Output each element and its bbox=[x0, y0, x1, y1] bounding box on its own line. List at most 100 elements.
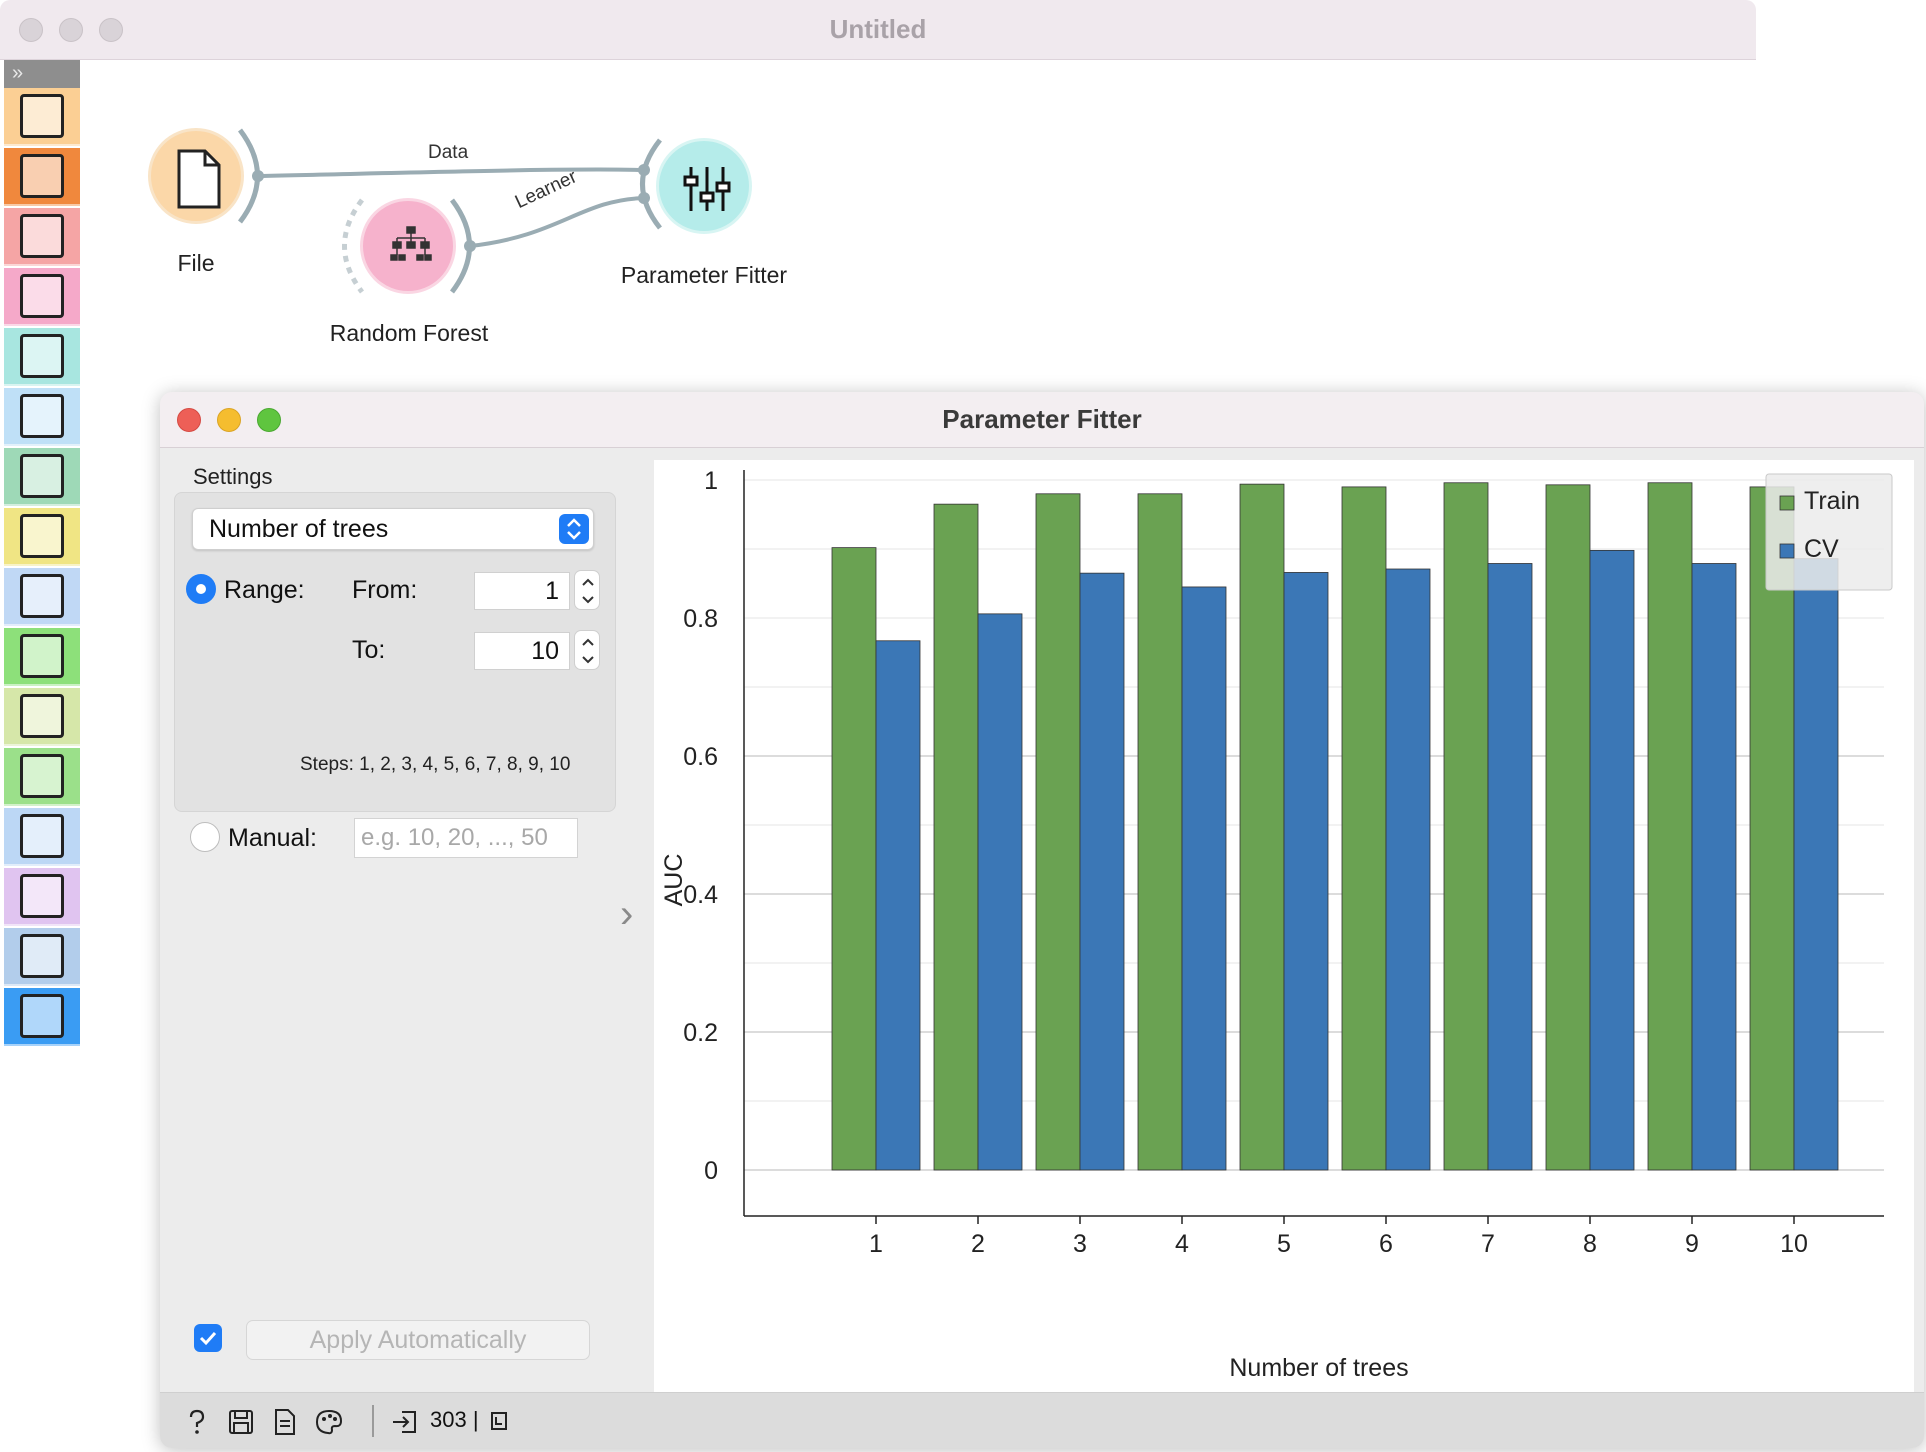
random-forest-node[interactable] bbox=[360, 198, 456, 294]
widget-close-button[interactable] bbox=[177, 408, 201, 432]
minimize-button[interactable] bbox=[59, 18, 83, 42]
blocks-icon bbox=[20, 694, 64, 738]
legend-swatch-cv bbox=[1779, 543, 1795, 559]
from-stepper[interactable] bbox=[574, 570, 600, 610]
toolbox-category-6[interactable] bbox=[4, 388, 80, 446]
x-tick-label: 5 bbox=[1277, 1230, 1291, 1258]
x-axis-label: Number of trees bbox=[1229, 1354, 1408, 1382]
widget-titlebar: Parameter Fitter bbox=[160, 392, 1924, 448]
bar-cv-7 bbox=[1487, 563, 1533, 1171]
text-icon bbox=[20, 934, 64, 978]
bar-cv-9 bbox=[1691, 563, 1737, 1171]
legend-label-train: Train bbox=[1804, 487, 1860, 515]
to-stepper[interactable] bbox=[574, 630, 600, 670]
x-tick-label: 6 bbox=[1379, 1230, 1393, 1258]
image-icon bbox=[20, 514, 64, 558]
random-forest-icon bbox=[390, 226, 432, 261]
bar-cv-6 bbox=[1385, 568, 1431, 1171]
auc-bar-chart: 0 0.2 0.4 0.6 0.8 1 1 2 3 4 5 6 7 8 9 10 Number of trees… bbox=[660, 467, 1893, 1382]
range-radio[interactable] bbox=[186, 574, 216, 604]
toolbox-category-3[interactable] bbox=[4, 208, 80, 266]
toolbox-category-15[interactable] bbox=[4, 928, 80, 986]
stepper-arrows-icon bbox=[582, 638, 594, 664]
close-button[interactable] bbox=[19, 18, 43, 42]
parameter-fitter-node[interactable] bbox=[656, 138, 752, 234]
main-titlebar: Untitled bbox=[0, 0, 1756, 60]
pf-input-arc bbox=[640, 138, 662, 230]
network-icon bbox=[20, 634, 64, 678]
palette-icon[interactable] bbox=[314, 1407, 344, 1437]
x-tick-label: 10 bbox=[1780, 1230, 1808, 1258]
toolbox-category-9[interactable] bbox=[4, 568, 80, 626]
toolbox-category-5[interactable] bbox=[4, 328, 80, 386]
input-icon bbox=[393, 1411, 416, 1433]
save-icon[interactable] bbox=[226, 1407, 256, 1437]
people-icon bbox=[20, 874, 64, 918]
manual-radio[interactable] bbox=[190, 822, 220, 852]
y-tick-label: 0.6 bbox=[683, 743, 718, 771]
report-icon[interactable] bbox=[270, 1407, 300, 1437]
toolbox-category-14[interactable] bbox=[4, 868, 80, 926]
manual-label: Manual: bbox=[228, 824, 317, 852]
settings-heading: Settings bbox=[193, 464, 273, 489]
rf-input-arc bbox=[342, 198, 364, 294]
toolbox-category-12[interactable] bbox=[4, 748, 80, 806]
status-data-count: 303 | bbox=[430, 1407, 479, 1432]
bar-cv-1 bbox=[875, 640, 921, 1171]
from-input[interactable]: 1 bbox=[474, 572, 570, 610]
toolbox-category-16[interactable] bbox=[4, 988, 80, 1046]
parameter-fitter-window: Parameter Fitter Settings Number of tree… bbox=[160, 392, 1924, 1448]
timeseries-icon bbox=[20, 994, 64, 1038]
y-tick-label: 0.8 bbox=[683, 605, 718, 633]
bar-cv-8 bbox=[1589, 549, 1635, 1171]
learner-link[interactable] bbox=[469, 196, 645, 248]
apply-automatically-checkbox[interactable] bbox=[194, 1324, 222, 1352]
legend-swatch-train bbox=[1779, 495, 1795, 511]
zoom-button[interactable] bbox=[99, 18, 123, 42]
y-tick-label: 0 bbox=[704, 1157, 718, 1185]
toolbox-category-2[interactable] bbox=[4, 148, 80, 206]
toolbox-category-1[interactable] bbox=[4, 88, 80, 146]
manual-input[interactable]: e.g. 10, 20, ..., 50 bbox=[354, 818, 578, 858]
x-tick-label: 8 bbox=[1583, 1230, 1597, 1258]
bar-cv-2 bbox=[977, 613, 1023, 1171]
range-label: Range: bbox=[224, 576, 305, 604]
toolbox-category-10[interactable] bbox=[4, 628, 80, 686]
widget-toolbox: » bbox=[4, 60, 80, 1060]
output-icon bbox=[491, 1412, 507, 1430]
widget-zoom-button[interactable] bbox=[257, 408, 281, 432]
widget-minimize-button[interactable] bbox=[217, 408, 241, 432]
toolbox-category-7[interactable] bbox=[4, 448, 80, 506]
x-tick-label: 7 bbox=[1481, 1230, 1495, 1258]
x-tick-label: 3 bbox=[1073, 1230, 1087, 1258]
to-input[interactable]: 10 bbox=[474, 632, 570, 670]
bar-train-10 bbox=[1749, 486, 1795, 1171]
legend-label-cv: CV bbox=[1804, 535, 1839, 563]
y-tick-label: 0.2 bbox=[683, 1019, 718, 1047]
bar-train-7 bbox=[1443, 482, 1489, 1171]
bar-train-5 bbox=[1239, 483, 1285, 1171]
random-forest-node-label: Random Forest bbox=[329, 320, 489, 346]
toolbox-toggle-button[interactable]: » bbox=[4, 60, 80, 88]
globe-icon bbox=[20, 754, 64, 798]
toolbox-category-13[interactable] bbox=[4, 808, 80, 866]
help-icon[interactable] bbox=[182, 1407, 212, 1437]
sliders-icon bbox=[683, 167, 731, 211]
bar-train-8 bbox=[1545, 484, 1591, 1171]
bar-cv-4 bbox=[1181, 586, 1227, 1171]
x-tick-label: 2 bbox=[971, 1230, 985, 1258]
toolbox-category-4[interactable] bbox=[4, 268, 80, 326]
toolbox-category-11[interactable] bbox=[4, 688, 80, 746]
bar-cv-10 bbox=[1793, 558, 1839, 1171]
scatter-plot-icon bbox=[20, 214, 64, 258]
file-node[interactable] bbox=[148, 128, 244, 224]
canvas-links bbox=[238, 128, 662, 294]
apply-automatically-button[interactable]: Apply Automatically bbox=[246, 1320, 590, 1360]
parameter-select[interactable]: Number of trees bbox=[192, 508, 594, 550]
toolbox-category-8[interactable] bbox=[4, 508, 80, 566]
collapse-panel-icon[interactable]: › bbox=[620, 892, 634, 936]
stepper-arrows-icon bbox=[582, 578, 594, 604]
y-tick-label: 0.4 bbox=[683, 881, 718, 909]
data-link[interactable] bbox=[257, 167, 645, 178]
status-separator bbox=[372, 1405, 374, 1437]
